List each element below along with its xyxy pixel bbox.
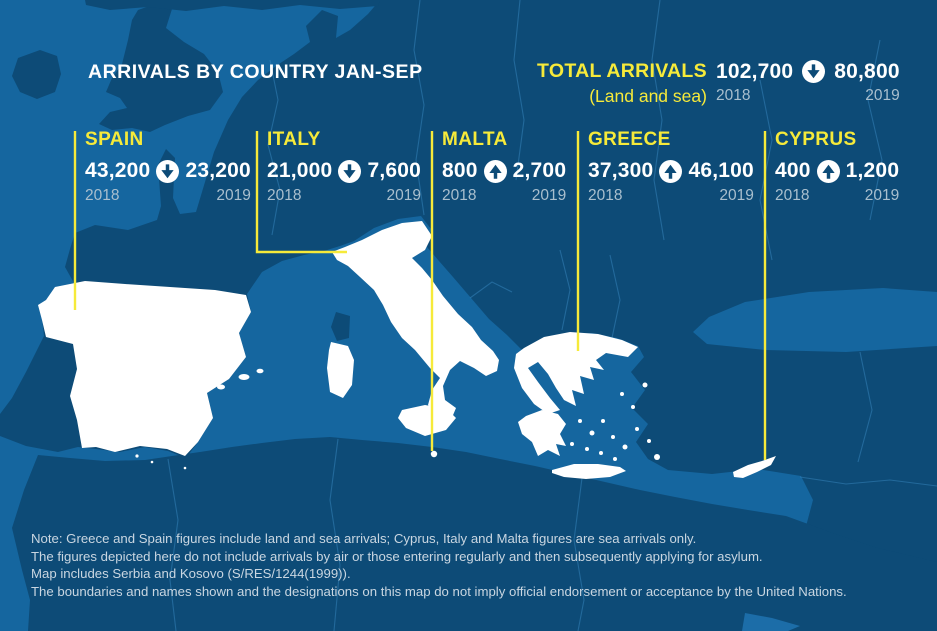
italy-leader-line: [255, 131, 347, 254]
value-2019: 46,100: [688, 159, 754, 182]
aegean-islands-shape: [570, 382, 660, 461]
country-values: 37,300 46,100: [588, 159, 754, 183]
value-2018: 43,200: [85, 159, 151, 182]
north-africa-shape: [12, 437, 937, 631]
year-2019: 2019: [531, 187, 567, 204]
balearic-islands-shape: [217, 368, 264, 390]
malta-shape: [430, 450, 438, 458]
value-2018: 800: [442, 159, 478, 182]
trend-arrow-icon: [483, 159, 507, 183]
footnote-line: The boundaries and names shown and the d…: [31, 583, 847, 599]
country-years: 2018 2019: [775, 187, 899, 205]
value-2019: 1,200: [845, 159, 900, 182]
year-2018: 2018: [775, 187, 810, 204]
trend-arrow-icon: [156, 159, 180, 183]
page-title: ARRIVALS BY COUNTRY JAN-SEP: [88, 61, 423, 83]
value-2018: 400: [775, 159, 811, 182]
red-sea-shape: [742, 613, 800, 631]
country-values: 800 2,700: [442, 159, 566, 183]
cyprus-shape: [733, 456, 776, 478]
country-years: 2018 2019: [442, 187, 566, 205]
country-name: ITALY: [267, 129, 321, 150]
country-name: SPAIN: [85, 129, 144, 150]
country-block-cyprus: CYPRUS 400 1,200 2018 2019: [775, 129, 899, 205]
trend-down-arrow-icon: [802, 60, 826, 83]
value-2018: 21,000: [267, 159, 333, 182]
total-arrivals-block: TOTAL ARRIVALS (Land and sea) 102,700 20…: [537, 60, 900, 107]
total-2019-year: 2019: [865, 87, 900, 104]
value-2019: 2,700: [512, 159, 567, 182]
country-borders: [167, 0, 937, 631]
trend-arrow-icon: [816, 159, 840, 183]
leader-lines: [73, 131, 767, 460]
value-2019: 23,200: [185, 159, 251, 182]
country-name: MALTA: [442, 129, 508, 150]
crete-shape: [552, 464, 626, 479]
year-2018: 2018: [588, 187, 623, 204]
total-2019-value: 80,800: [834, 60, 900, 83]
value-2019: 7,600: [367, 159, 421, 182]
year-2018: 2018: [85, 187, 120, 204]
total-arrivals-label: TOTAL ARRIVALS: [537, 60, 707, 82]
total-2019-column: 80,800 2019: [834, 60, 899, 105]
country-name: CYPRUS: [775, 129, 857, 150]
total-2018-value: 102,700: [715, 60, 794, 83]
country-block-italy: ITALY 21,000 7,600 2018 2019: [267, 129, 421, 205]
country-values: 21,000 7,600: [267, 159, 421, 183]
year-2018: 2018: [267, 187, 302, 204]
year-2019: 2019: [719, 187, 754, 204]
country-values: 43,200 23,200: [85, 159, 251, 183]
corsica-shape: [331, 312, 350, 341]
ireland-shape: [12, 50, 61, 99]
year-2019: 2019: [864, 187, 900, 204]
country-values: 400 1,200: [775, 159, 899, 183]
year-2019: 2019: [386, 187, 421, 204]
greece-shape: [514, 332, 638, 414]
year-2018: 2018: [442, 187, 477, 204]
footnote-line: Note: Greece and Spain figures include l…: [31, 531, 697, 546]
value-2018: 37,300: [588, 159, 654, 182]
total-arrivals-labels: TOTAL ARRIVALS (Land and sea): [537, 60, 707, 107]
country-years: 2018 2019: [588, 187, 754, 205]
country-name: GREECE: [588, 129, 671, 150]
footnote-line: The figures depicted here do not include…: [31, 548, 763, 564]
great-britain-shape: [99, 3, 223, 132]
spain-shape: [38, 281, 251, 456]
total-2018-year: 2018: [715, 87, 751, 104]
country-years: 2018 2019: [267, 187, 421, 205]
trend-arrow-icon: [659, 159, 683, 183]
footnotes: Note: Greece and Spain figures include l…: [31, 530, 847, 600]
year-2019: 2019: [216, 187, 251, 204]
italy-shape: [332, 221, 499, 420]
peloponnese-shape: [518, 410, 566, 456]
total-2018-column: 102,700 2018: [716, 60, 793, 105]
sardinia-shape: [327, 342, 354, 398]
footnote-line: Map includes Serbia and Kosovo (S/RES/12…: [31, 566, 351, 582]
country-block-malta: MALTA 800 2,700 2018 2019: [442, 129, 566, 205]
north-coast-strip: [85, 0, 380, 11]
sicily-shape: [398, 405, 456, 436]
strait-islets-shape: [135, 454, 187, 470]
country-years: 2018 2019: [85, 187, 251, 205]
trend-arrow-icon: [338, 159, 362, 183]
total-arrivals-sublabel: (Land and sea): [589, 86, 707, 106]
country-block-greece: GREECE 37,300 46,100 2018 2019: [588, 129, 754, 205]
country-block-spain: SPAIN 43,200 23,200 2018 2019: [85, 129, 251, 205]
